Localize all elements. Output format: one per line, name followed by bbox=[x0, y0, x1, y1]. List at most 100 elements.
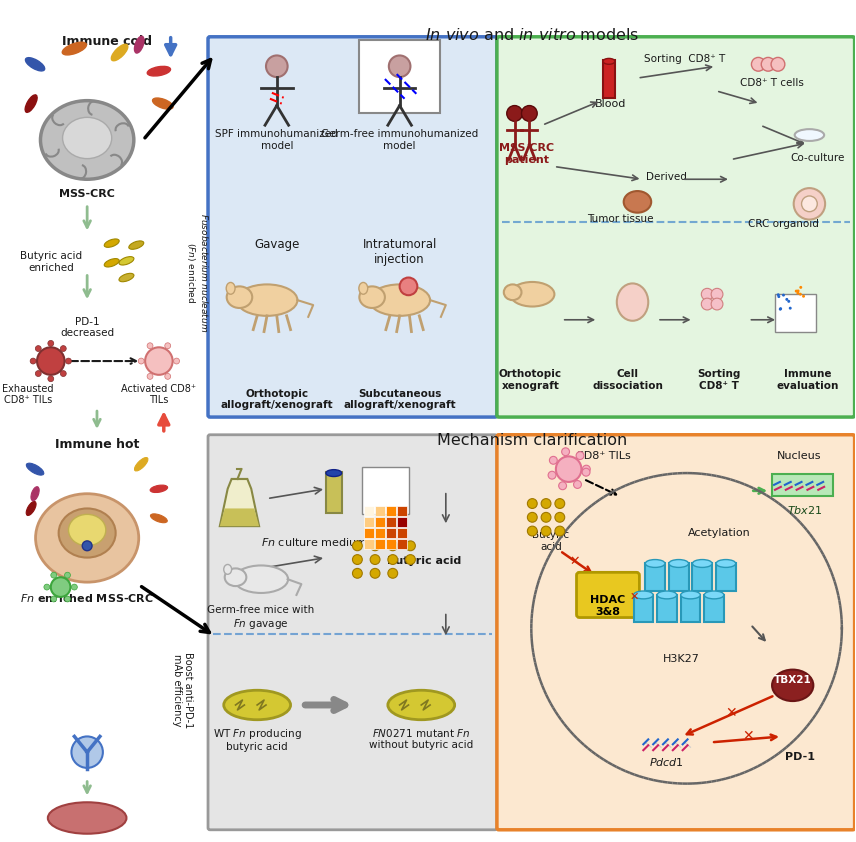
Circle shape bbox=[711, 298, 723, 310]
Circle shape bbox=[389, 56, 410, 77]
Ellipse shape bbox=[234, 566, 288, 593]
Circle shape bbox=[761, 57, 775, 72]
Circle shape bbox=[556, 456, 581, 482]
Text: Tumor tissue: Tumor tissue bbox=[587, 214, 654, 224]
Circle shape bbox=[48, 376, 54, 381]
Bar bbox=[681, 595, 700, 622]
Ellipse shape bbox=[388, 690, 455, 720]
Circle shape bbox=[796, 291, 800, 295]
Circle shape bbox=[164, 343, 170, 349]
Ellipse shape bbox=[111, 45, 128, 61]
Text: ✕: ✕ bbox=[630, 592, 639, 602]
Bar bbox=[375, 517, 385, 527]
Text: $\it{Fn}$ enriched MSS-CRC: $\it{Fn}$ enriched MSS-CRC bbox=[21, 592, 154, 604]
Text: Mechanism clarification: Mechanism clarification bbox=[437, 433, 627, 448]
Bar bbox=[360, 40, 440, 114]
Ellipse shape bbox=[603, 58, 615, 64]
Circle shape bbox=[562, 448, 569, 456]
Ellipse shape bbox=[119, 274, 134, 282]
Circle shape bbox=[400, 278, 418, 296]
Text: CRC organoid: CRC organoid bbox=[748, 219, 819, 228]
Polygon shape bbox=[220, 479, 259, 526]
Circle shape bbox=[799, 293, 802, 296]
Bar bbox=[645, 563, 665, 591]
Bar bbox=[375, 507, 385, 516]
Text: Orthotopic
xenograft: Orthotopic xenograft bbox=[499, 369, 562, 391]
Bar bbox=[633, 595, 653, 622]
Circle shape bbox=[71, 584, 77, 590]
Circle shape bbox=[527, 526, 538, 536]
Text: Butyric
acid: Butyric acid bbox=[532, 530, 569, 552]
Bar bbox=[386, 539, 395, 549]
Circle shape bbox=[797, 290, 800, 292]
Circle shape bbox=[794, 188, 825, 220]
Circle shape bbox=[555, 498, 565, 509]
Polygon shape bbox=[220, 509, 259, 526]
Ellipse shape bbox=[62, 42, 86, 55]
Circle shape bbox=[555, 513, 565, 522]
Circle shape bbox=[771, 57, 785, 72]
Ellipse shape bbox=[716, 560, 735, 568]
Text: $\it{Fn}$ culture medium: $\it{Fn}$ culture medium bbox=[261, 536, 367, 548]
Text: CD8⁺ T cells: CD8⁺ T cells bbox=[740, 78, 804, 88]
Circle shape bbox=[582, 468, 590, 477]
Bar bbox=[396, 528, 407, 538]
Text: Blood: Blood bbox=[595, 99, 627, 109]
Bar bbox=[396, 517, 407, 527]
Ellipse shape bbox=[794, 129, 824, 141]
Bar bbox=[375, 528, 385, 538]
Text: Orthotopic
allograft/xenograft: Orthotopic allograft/xenograft bbox=[221, 388, 333, 410]
Circle shape bbox=[370, 568, 380, 578]
Bar bbox=[396, 539, 407, 549]
Ellipse shape bbox=[633, 591, 653, 599]
Text: Subcutaneous
allograft/xenograft: Subcutaneous allograft/xenograft bbox=[343, 388, 456, 410]
Circle shape bbox=[353, 555, 362, 564]
Ellipse shape bbox=[119, 257, 134, 265]
Circle shape bbox=[802, 295, 805, 298]
Circle shape bbox=[164, 374, 170, 380]
Text: TBX21: TBX21 bbox=[774, 674, 811, 685]
Ellipse shape bbox=[104, 258, 119, 267]
Ellipse shape bbox=[236, 285, 297, 316]
Text: Derived: Derived bbox=[646, 173, 687, 183]
Ellipse shape bbox=[223, 690, 290, 720]
Ellipse shape bbox=[693, 560, 712, 568]
Ellipse shape bbox=[624, 191, 651, 213]
Ellipse shape bbox=[134, 36, 144, 53]
Ellipse shape bbox=[48, 802, 127, 834]
Circle shape bbox=[37, 347, 64, 375]
Ellipse shape bbox=[617, 284, 648, 321]
Circle shape bbox=[82, 541, 92, 551]
Ellipse shape bbox=[62, 117, 112, 158]
Ellipse shape bbox=[360, 286, 385, 308]
Text: MSS CRC
patient: MSS CRC patient bbox=[499, 143, 554, 164]
Circle shape bbox=[30, 358, 36, 364]
Ellipse shape bbox=[31, 487, 39, 501]
Text: Boost anti-PD-1
mAb efficiency: Boost anti-PD-1 mAb efficiency bbox=[172, 652, 193, 728]
Circle shape bbox=[51, 596, 56, 602]
Circle shape bbox=[559, 482, 567, 490]
Bar bbox=[772, 474, 833, 496]
Ellipse shape bbox=[359, 282, 368, 294]
Circle shape bbox=[139, 358, 144, 364]
Circle shape bbox=[548, 472, 556, 479]
Ellipse shape bbox=[27, 502, 36, 515]
Circle shape bbox=[147, 343, 153, 349]
Circle shape bbox=[576, 451, 584, 460]
Ellipse shape bbox=[225, 568, 247, 586]
Circle shape bbox=[353, 568, 362, 578]
Circle shape bbox=[507, 105, 522, 121]
Circle shape bbox=[779, 307, 782, 310]
Text: $\it{Pdcd1}$: $\it{Pdcd1}$ bbox=[650, 756, 685, 768]
Text: H3K27: H3K27 bbox=[663, 654, 700, 663]
Circle shape bbox=[370, 555, 380, 564]
Bar bbox=[775, 294, 817, 332]
Circle shape bbox=[388, 555, 398, 564]
Bar bbox=[603, 61, 615, 98]
Ellipse shape bbox=[128, 241, 144, 249]
Text: $\it{FN0271}$ mutant $\it{Fn}$
without butyric acid: $\it{FN0271}$ mutant $\it{Fn}$ without b… bbox=[369, 727, 473, 750]
Ellipse shape bbox=[152, 98, 173, 109]
Ellipse shape bbox=[26, 57, 45, 71]
Text: Immune
evaluation: Immune evaluation bbox=[776, 369, 839, 391]
Text: ✕: ✕ bbox=[725, 706, 737, 720]
